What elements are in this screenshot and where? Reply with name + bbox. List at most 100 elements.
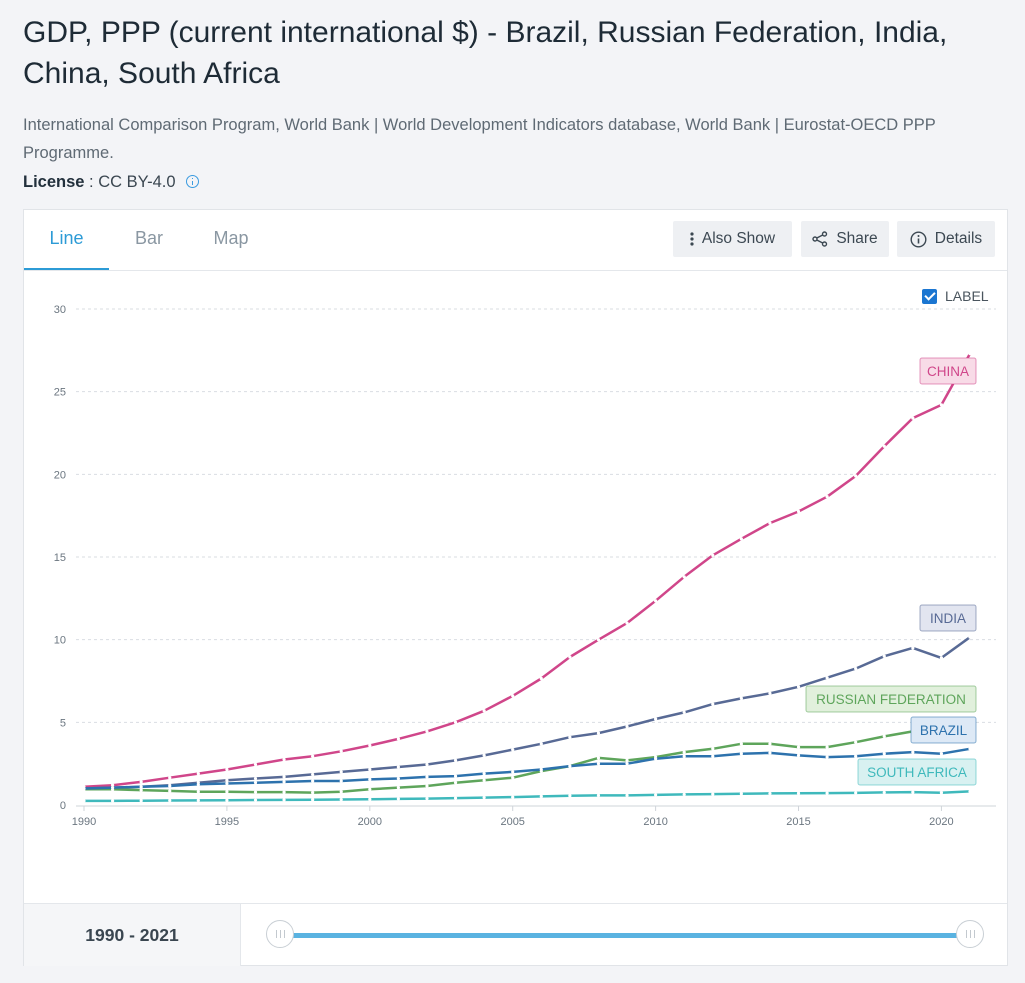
more-vertical-icon bbox=[690, 232, 694, 246]
data-point-russian-federation bbox=[225, 790, 229, 794]
data-point-south-africa bbox=[539, 794, 543, 799]
data-point-india bbox=[625, 724, 629, 729]
data-point-russian-federation bbox=[168, 789, 172, 793]
data-point-brazil bbox=[825, 755, 829, 759]
details-button[interactable]: Details bbox=[897, 221, 995, 257]
share-icon bbox=[812, 231, 828, 247]
data-point-india bbox=[768, 691, 772, 695]
data-point-china bbox=[425, 729, 429, 734]
data-point-south-africa bbox=[711, 792, 715, 796]
data-point-india bbox=[282, 775, 286, 779]
data-point-russian-federation bbox=[825, 745, 829, 749]
range-end-handle[interactable] bbox=[956, 920, 984, 948]
series-line-india bbox=[83, 636, 971, 790]
data-point-china bbox=[768, 521, 772, 525]
label-checkbox[interactable] bbox=[922, 288, 937, 304]
y-tick-label: 25 bbox=[54, 387, 66, 399]
data-point-brazil bbox=[253, 781, 258, 785]
data-point-south-africa bbox=[396, 797, 400, 801]
data-point-india bbox=[311, 772, 315, 777]
y-tick-label: 15 bbox=[54, 552, 66, 564]
data-point-brazil bbox=[911, 750, 915, 754]
data-point-russian-federation bbox=[596, 756, 601, 760]
data-point-russian-federation bbox=[339, 790, 343, 794]
time-range-bar: 1990 - 2021 bbox=[24, 903, 1007, 966]
line-chart: 0 5 10 15 20 25 30 1990 1995 2000 2005 2010 2015 2020… bbox=[54, 304, 996, 828]
data-point-brazil bbox=[682, 754, 686, 758]
x-tick-label: 2010 bbox=[643, 816, 667, 828]
data-point-india bbox=[939, 656, 944, 660]
data-point-russian-federation bbox=[282, 790, 286, 794]
data-point-india bbox=[511, 748, 515, 752]
also-show-label: Also Show bbox=[701, 230, 776, 247]
data-point-india bbox=[225, 778, 229, 782]
data-point-china bbox=[711, 553, 715, 557]
data-point-south-africa bbox=[339, 797, 343, 802]
chart-panel: Line Bar Map Also Show Share Details LAB… bbox=[23, 209, 1008, 966]
tab-line[interactable]: Line bbox=[24, 210, 109, 270]
series-line-china bbox=[83, 352, 972, 789]
data-point-india bbox=[968, 635, 972, 639]
share-button[interactable]: Share bbox=[801, 221, 889, 257]
data-point-south-africa bbox=[82, 799, 86, 803]
data-point-russian-federation bbox=[482, 778, 486, 782]
data-point-brazil bbox=[511, 770, 515, 774]
data-point-brazil bbox=[82, 786, 86, 791]
data-point-south-africa bbox=[253, 798, 258, 802]
data-point-china bbox=[568, 655, 572, 659]
series-label-box-brazil bbox=[910, 716, 977, 744]
data-point-brazil bbox=[625, 762, 629, 766]
range-slider-track[interactable] bbox=[280, 933, 970, 938]
data-point-india bbox=[453, 758, 458, 762]
details-label: Details bbox=[934, 230, 983, 247]
tab-bar-chart[interactable]: Bar bbox=[134, 228, 163, 248]
data-point-brazil bbox=[168, 784, 172, 788]
data-point-india bbox=[368, 767, 372, 772]
info-icon[interactable] bbox=[185, 174, 199, 188]
data-point-brazil bbox=[882, 752, 886, 756]
data-point-south-africa bbox=[196, 798, 200, 802]
data-point-brazil bbox=[539, 767, 543, 772]
data-point-china bbox=[368, 743, 372, 748]
data-point-russian-federation bbox=[625, 758, 629, 762]
range-start-handle[interactable] bbox=[266, 920, 294, 948]
data-point-china bbox=[968, 352, 972, 356]
series-label-box-russian-federation bbox=[805, 685, 977, 713]
data-point-india bbox=[825, 676, 829, 680]
data-point-china bbox=[596, 638, 601, 642]
license-value: : CC BY-4.0 bbox=[89, 173, 176, 191]
data-point-brazil bbox=[339, 779, 343, 783]
label-toggle[interactable]: LABEL bbox=[922, 288, 989, 304]
data-point-china bbox=[939, 403, 944, 407]
data-point-russian-federation bbox=[882, 734, 886, 738]
data-point-india bbox=[682, 710, 686, 715]
data-point-china bbox=[196, 771, 200, 776]
data-point-russian-federation bbox=[311, 791, 315, 795]
y-tick-label: 0 bbox=[60, 800, 66, 812]
data-point-china bbox=[854, 474, 858, 478]
data-point-south-africa bbox=[825, 791, 829, 795]
data-point-india bbox=[596, 731, 601, 735]
data-point-china bbox=[625, 621, 629, 625]
x-tick-label: 2020 bbox=[929, 816, 953, 828]
series-label-box-india bbox=[919, 604, 977, 632]
data-point-india bbox=[396, 765, 400, 769]
tab-map[interactable]: Map bbox=[213, 228, 249, 248]
data-point-south-africa bbox=[654, 793, 658, 797]
data-point-south-africa bbox=[282, 798, 286, 802]
y-tick-label: 30 bbox=[54, 304, 66, 316]
data-point-brazil bbox=[453, 774, 458, 778]
x-tick-label: 2005 bbox=[500, 816, 524, 828]
data-point-south-africa bbox=[482, 795, 486, 800]
also-show-button[interactable]: Also Show bbox=[673, 221, 792, 257]
data-point-south-africa bbox=[625, 793, 629, 798]
data-point-brazil bbox=[225, 781, 229, 786]
data-point-south-africa bbox=[139, 799, 143, 803]
data-point-south-africa bbox=[939, 791, 944, 795]
data-point-brazil bbox=[282, 780, 286, 784]
series-label-china: CHINA bbox=[927, 364, 969, 379]
data-point-india bbox=[568, 735, 572, 739]
x-tick-label: 1990 bbox=[72, 816, 96, 828]
data-point-brazil bbox=[796, 753, 801, 758]
data-point-china bbox=[282, 757, 286, 762]
